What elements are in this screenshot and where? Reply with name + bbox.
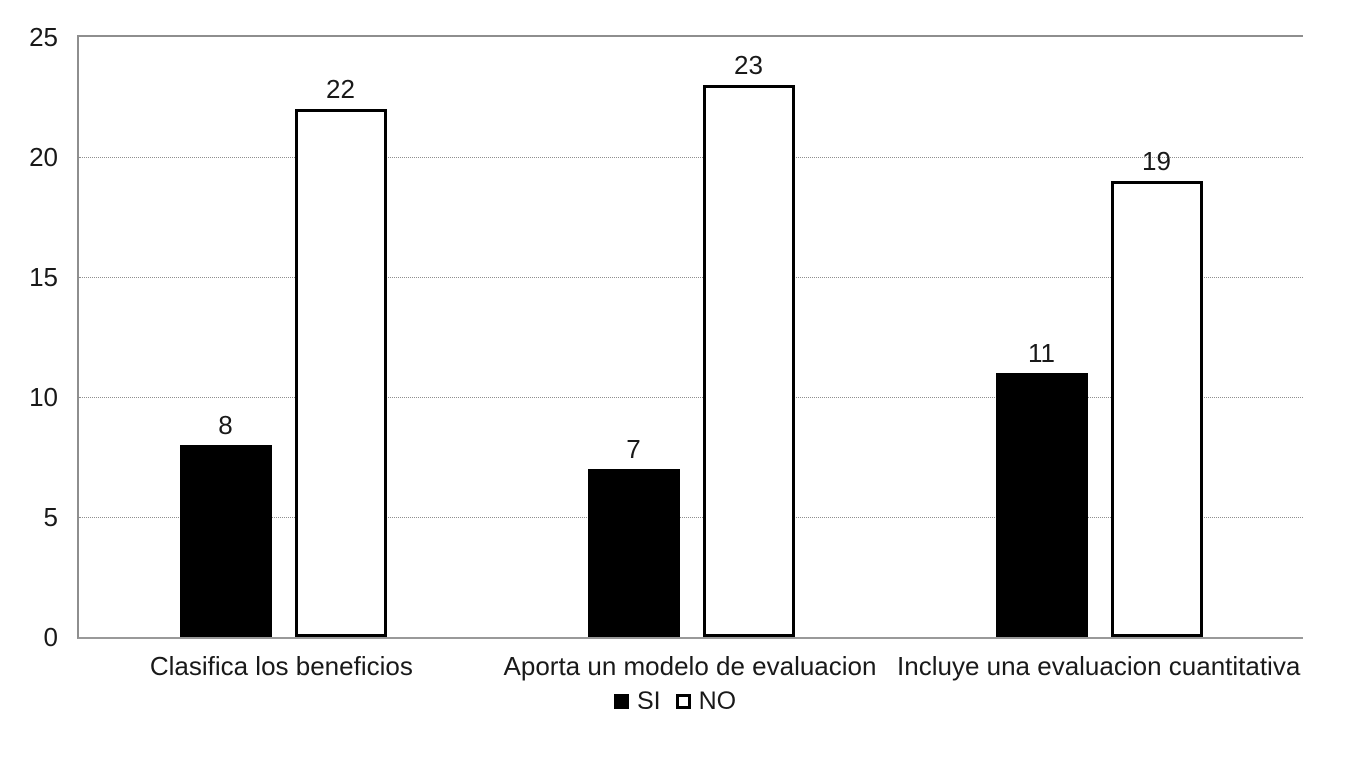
data-label: 19 xyxy=(1142,146,1171,176)
y-tick-label: 20 xyxy=(29,142,58,172)
gridline xyxy=(79,157,1303,158)
data-label: 23 xyxy=(734,50,763,80)
bar-si xyxy=(995,373,1088,637)
legend-swatch-no-icon xyxy=(675,693,691,709)
bar-groups: 8 22 7 23 11 19 xyxy=(79,37,1303,637)
gridline xyxy=(79,397,1303,398)
data-label: 11 xyxy=(1028,338,1055,368)
x-category-label: Aporta un modelo de evaluacion xyxy=(503,651,877,681)
bar-wrap: 22 xyxy=(294,74,387,637)
x-category-label: Clasifica los beneficios xyxy=(149,651,413,681)
data-label: 7 xyxy=(626,434,641,464)
bar-wrap: 7 xyxy=(587,434,680,637)
y-tick-label: 25 xyxy=(29,22,58,52)
legend-label: SI xyxy=(636,687,661,715)
bar-wrap: 8 xyxy=(179,410,272,637)
gridline xyxy=(79,277,1303,278)
x-category-label: Incluye una evaluacion cuantitativa xyxy=(897,651,1301,681)
y-tick-label: 15 xyxy=(29,262,58,292)
y-tick-label: 5 xyxy=(43,502,58,532)
bar-wrap: 11 xyxy=(995,338,1088,637)
bar-no xyxy=(1110,181,1203,637)
bar-wrap: 23 xyxy=(702,50,795,637)
data-label: 22 xyxy=(326,74,355,104)
bar-si xyxy=(587,469,680,637)
bar-no xyxy=(294,109,387,637)
legend-swatch-si-icon xyxy=(613,693,629,709)
y-tick-label: 10 xyxy=(29,382,58,412)
legend: SI NO xyxy=(0,687,1350,715)
bar-si xyxy=(179,445,272,637)
x-axis-labels: Clasifica los beneficios Aporta un modelo… xyxy=(77,651,1303,681)
legend-item-no: NO xyxy=(675,687,737,715)
legend-label: NO xyxy=(698,687,737,715)
bar-group: 7 23 xyxy=(487,37,895,637)
bar-wrap: 19 xyxy=(1110,146,1203,637)
gridline xyxy=(79,517,1303,518)
bar-group: 11 19 xyxy=(895,37,1303,637)
y-tick-label: 0 xyxy=(43,622,58,652)
bar-no xyxy=(702,85,795,637)
legend-item-si: SI xyxy=(613,687,661,715)
data-label: 8 xyxy=(218,410,233,440)
bar-group: 8 22 xyxy=(79,37,487,637)
plot-area: 8 22 7 23 11 19 xyxy=(77,35,1303,639)
